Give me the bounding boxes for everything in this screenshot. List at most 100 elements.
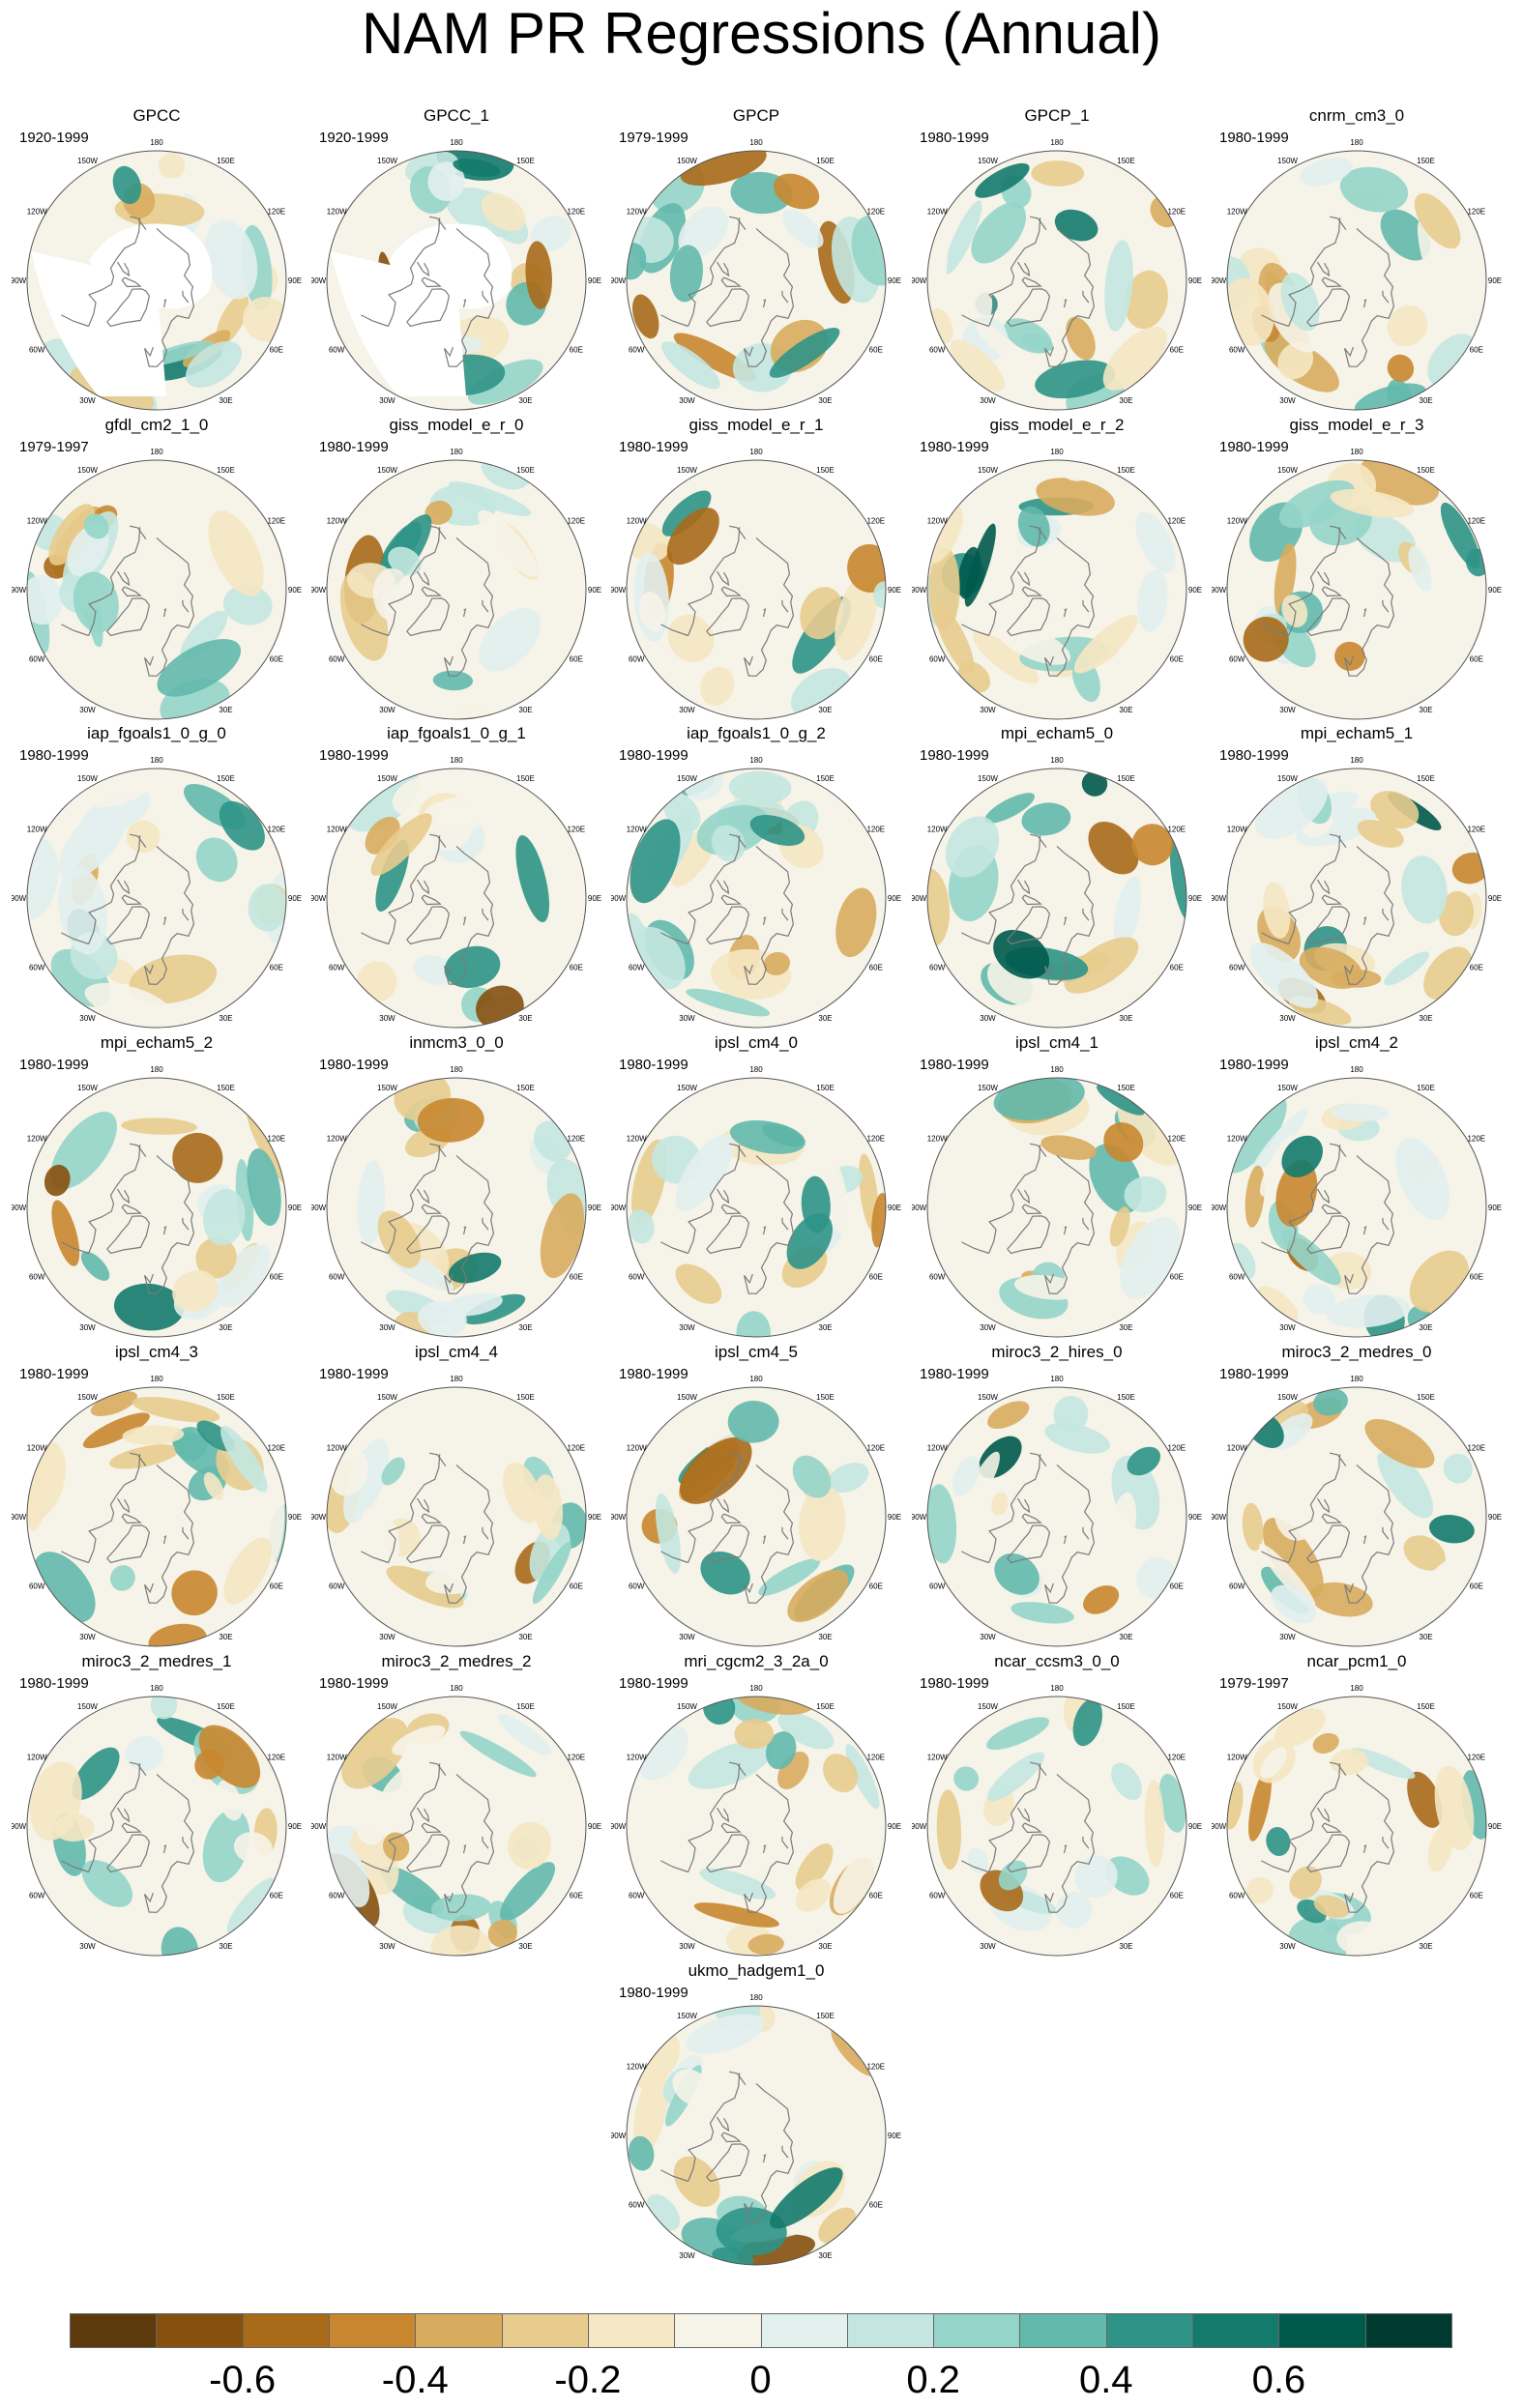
anomaly-blob — [343, 1438, 390, 1524]
anomaly-blob — [1309, 1581, 1373, 1617]
longitude-label: 90E — [888, 1822, 901, 1831]
coastline — [744, 845, 795, 985]
anomaly-blob — [936, 1789, 962, 1871]
coastline — [1344, 1154, 1395, 1294]
coastline — [121, 276, 142, 288]
anomaly-blob — [927, 867, 951, 947]
anomaly-blob — [1113, 876, 1142, 949]
coastline — [428, 525, 447, 539]
longitude-label: 120E — [1467, 826, 1485, 834]
longitude-label: 30E — [818, 706, 832, 714]
longitude-label: 0 — [1355, 1651, 1360, 1652]
longitude-label: 30W — [1279, 706, 1296, 714]
coastline — [1044, 1273, 1054, 1285]
map-panel: mpi_echam5_0 1980-1999 180 150E 120E 90E 60E 30… — [912, 724, 1202, 1033]
longitude-label: 180 — [450, 1375, 463, 1383]
longitude-label: 90E — [288, 1204, 302, 1212]
panel-title: ipsl_cm4_5 — [715, 1343, 798, 1361]
coastline — [388, 835, 441, 944]
anomaly-blob — [158, 153, 186, 179]
anomaly-blob — [44, 1164, 71, 1197]
panel-title: GPCP_1 — [1024, 106, 1090, 125]
anomaly-blob — [993, 1078, 1085, 1121]
panel-period: 1979-1997 — [19, 439, 89, 455]
anomaly-blob — [1107, 1492, 1137, 1564]
anomaly-blob — [441, 690, 493, 719]
panel-period: 1980-1999 — [19, 747, 89, 764]
anomaly-blob — [1066, 316, 1096, 361]
coastline — [444, 1464, 495, 1604]
longitude-label: 30E — [1419, 396, 1432, 405]
anomaly-blob — [515, 835, 550, 922]
anomaly-blob — [479, 608, 542, 672]
longitude-label: 60W — [329, 964, 345, 972]
longitude-label: 30E — [219, 1942, 232, 1951]
longitude-label: 90W — [311, 1204, 327, 1212]
longitude-label: 150W — [978, 157, 998, 165]
coastline — [1261, 1860, 1289, 1873]
longitude-label: 0 — [1055, 1032, 1060, 1033]
anomaly-blob — [1036, 478, 1115, 516]
anomaly-blob — [998, 1860, 1028, 1891]
anomaly-blob — [533, 1474, 564, 1540]
anomaly-blob — [133, 1889, 194, 1926]
anomaly-blob — [945, 816, 1000, 878]
coastline — [1016, 1188, 1031, 1204]
panel-period: 1979-1997 — [1219, 1675, 1289, 1692]
coastline — [421, 1204, 442, 1215]
coastline — [1344, 1773, 1395, 1913]
anomaly-blob — [418, 1300, 467, 1337]
polar-map: 180 150E 120E 90E 60E 30E 0 30W 60W 90W 120W 150W — [1212, 1065, 1502, 1343]
map-border — [1226, 1077, 1487, 1338]
anomaly-blob — [833, 1849, 878, 1914]
coastline — [106, 597, 151, 637]
coastline — [129, 1452, 147, 1466]
anomaly-blob — [1021, 333, 1054, 353]
coastline — [462, 608, 467, 618]
coastline — [744, 346, 753, 358]
coastline — [762, 1535, 767, 1545]
anomaly-blob — [993, 929, 1050, 979]
longitude-label: 180 — [749, 1375, 763, 1383]
panel-title: GPCC — [132, 106, 181, 125]
coastline — [416, 570, 430, 587]
longitude-label: 150W — [377, 1393, 397, 1402]
longitude-label: 30W — [1279, 1942, 1296, 1951]
anomaly-blob — [327, 885, 365, 939]
anomaly-blob — [463, 1293, 526, 1325]
anomaly-blob — [1407, 1771, 1443, 1828]
longitude-label: 60W — [629, 1273, 645, 1282]
map-panel: mri_cgcm2_3_2a_0 1980-1999 180 150E 120E 90E 6… — [611, 1652, 901, 1961]
coastline — [1344, 1582, 1354, 1594]
anomaly-blob — [247, 1148, 281, 1227]
longitude-label: 60W — [29, 346, 45, 355]
panel-title: mpi_echam5_1 — [1300, 724, 1414, 742]
longitude-label: 30W — [679, 2251, 695, 2260]
longitude-label: 60W — [1229, 346, 1245, 355]
longitude-label: 0 — [1055, 724, 1060, 725]
coastline — [106, 1215, 151, 1255]
anomaly-blob — [1434, 1765, 1475, 1850]
longitude-label: 120W — [627, 1135, 647, 1144]
longitude-label: 0 — [155, 1342, 160, 1343]
longitude-label: 120W — [627, 1444, 647, 1453]
longitude-label: 0 — [1055, 415, 1060, 416]
coastline — [106, 1524, 151, 1564]
coastline — [1044, 1464, 1096, 1604]
longitude-label: 150E — [217, 157, 235, 165]
longitude-label: 90E — [888, 1204, 901, 1212]
coastline — [444, 1582, 454, 1594]
coastline — [1344, 845, 1395, 985]
coastline — [1044, 1892, 1054, 1903]
panel-title: miroc3_2_medres_1 — [81, 1652, 232, 1670]
anomaly-blob — [675, 1263, 722, 1304]
coastline — [728, 2071, 747, 2085]
polar-map: 180 150E 120E 90E 60E 30E 0 30W 60W 90W 120W 150W — [1212, 756, 1502, 1033]
anomaly-blob — [716, 2207, 787, 2256]
anomaly-blob — [1280, 273, 1320, 332]
anomaly-blob — [1429, 1515, 1475, 1544]
anomaly-blob — [1158, 1773, 1186, 1833]
polar-map: 180 150E 120E 90E 60E 30E 0 30W 60W 90W 120W 150W — [912, 448, 1202, 725]
anomaly-blob — [113, 1283, 185, 1331]
panel-period: 1979-1999 — [619, 130, 688, 146]
